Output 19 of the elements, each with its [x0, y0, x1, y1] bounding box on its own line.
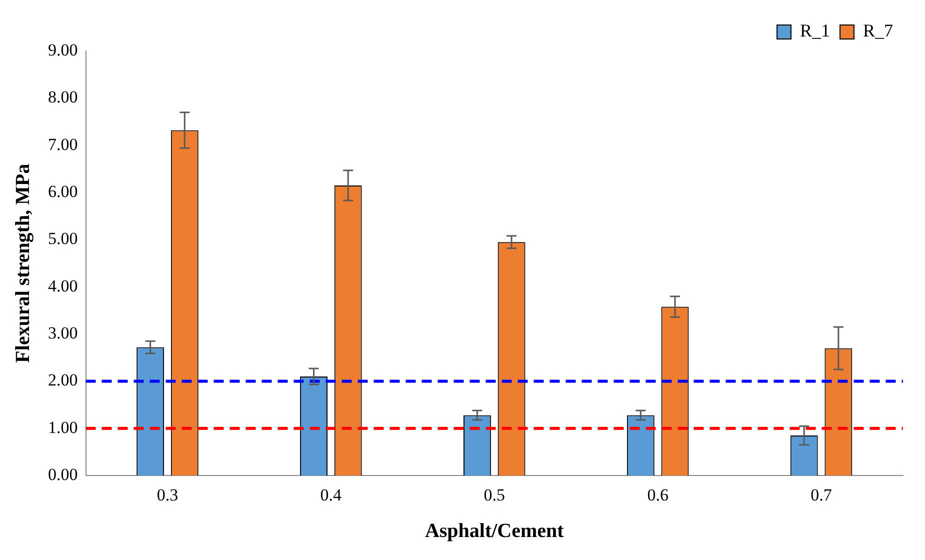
- x-tick-label: 0.7: [810, 485, 832, 504]
- legend-label: R_1: [800, 20, 830, 41]
- y-tick-label: 3.00: [48, 324, 78, 343]
- y-tick-label: 8.00: [48, 88, 78, 107]
- y-tick-label: 0.00: [48, 465, 78, 484]
- y-axis-title: Flexural strength, MPa: [12, 164, 34, 363]
- x-tick-label: 0.5: [484, 485, 505, 504]
- y-tick-label: 5.00: [48, 229, 78, 248]
- x-tick-label: 0.3: [156, 485, 178, 504]
- x-tick-label: 0.4: [320, 485, 342, 504]
- x-tick-label: 0.6: [647, 485, 668, 504]
- y-tick-label: 1.00: [48, 418, 78, 437]
- x-axis-title: Asphalt/Cement: [424, 520, 564, 542]
- y-tick-label: 2.00: [48, 370, 78, 390]
- y-tick-label: 9.00: [48, 40, 78, 60]
- legend-label: R_7: [862, 20, 894, 41]
- y-tick-label: 4.00: [48, 276, 78, 296]
- y-tick-label: 6.00: [48, 182, 78, 201]
- y-tick-label: 7.00: [48, 134, 78, 154]
